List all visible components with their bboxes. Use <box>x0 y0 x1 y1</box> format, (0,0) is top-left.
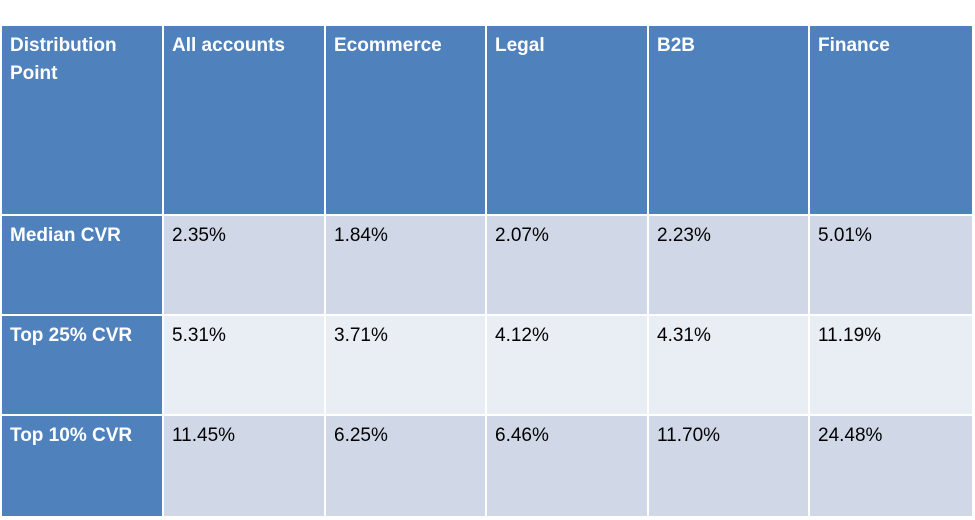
column-header-finance: Finance <box>810 26 972 216</box>
column-header-distribution-point: Distribution Point <box>2 26 164 216</box>
table-cell: 1.84% <box>326 216 487 316</box>
table-cell: 5.31% <box>164 316 326 416</box>
table-cell: 11.70% <box>649 416 810 516</box>
row-header-median-cvr: Median CVR <box>2 216 164 316</box>
table-cell: 24.48% <box>810 416 972 516</box>
row-header-top-25-cvr: Top 25% CVR <box>2 316 164 416</box>
table-cell: 2.35% <box>164 216 326 316</box>
column-header-b2b: B2B <box>649 26 810 216</box>
column-header-ecommerce: Ecommerce <box>326 26 487 216</box>
column-header-all-accounts: All accounts <box>164 26 326 216</box>
column-header-legal: Legal <box>487 26 649 216</box>
table-cell: 11.19% <box>810 316 972 416</box>
cvr-distribution-table: Distribution Point All accounts Ecommerc… <box>2 26 972 516</box>
table-cell: 6.25% <box>326 416 487 516</box>
table-cell: 2.23% <box>649 216 810 316</box>
table-cell: 3.71% <box>326 316 487 416</box>
table-cell: 4.31% <box>649 316 810 416</box>
row-header-top-10-cvr: Top 10% CVR <box>2 416 164 516</box>
table-cell: 5.01% <box>810 216 972 316</box>
table-cell: 6.46% <box>487 416 649 516</box>
table-cell: 11.45% <box>164 416 326 516</box>
table-cell: 2.07% <box>487 216 649 316</box>
table-cell: 4.12% <box>487 316 649 416</box>
